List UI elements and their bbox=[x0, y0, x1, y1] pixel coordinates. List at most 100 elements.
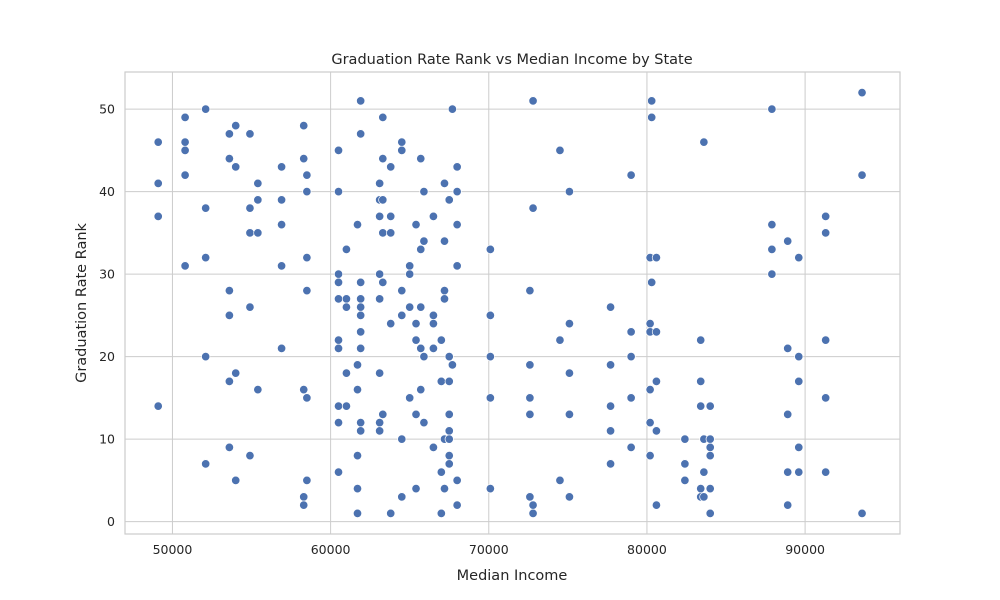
data-point bbox=[224, 286, 234, 296]
data-point bbox=[485, 484, 495, 494]
data-point bbox=[696, 484, 706, 494]
data-point bbox=[333, 418, 344, 428]
data-point bbox=[299, 121, 309, 131]
data-point bbox=[416, 154, 426, 164]
data-point bbox=[224, 310, 234, 320]
data-point bbox=[356, 310, 366, 320]
data-point bbox=[444, 451, 454, 461]
data-point bbox=[564, 187, 574, 197]
data-point bbox=[375, 211, 385, 221]
data-point bbox=[231, 121, 241, 131]
data-point bbox=[397, 492, 407, 502]
y-tick-label: 20 bbox=[99, 349, 115, 364]
x-tick-label: 60000 bbox=[311, 542, 351, 557]
data-point bbox=[452, 187, 462, 197]
chart-title: Graduation Rate Rank vs Median Income by… bbox=[331, 52, 692, 68]
data-point bbox=[356, 302, 366, 312]
data-point bbox=[153, 401, 163, 411]
data-point bbox=[525, 492, 535, 502]
data-point bbox=[277, 195, 287, 205]
data-point bbox=[411, 220, 421, 230]
data-point bbox=[253, 195, 263, 205]
data-point bbox=[356, 418, 366, 428]
data-point bbox=[767, 220, 777, 230]
data-point bbox=[645, 319, 655, 329]
data-point bbox=[253, 385, 263, 395]
data-point bbox=[821, 228, 831, 238]
data-point bbox=[411, 335, 421, 345]
data-point bbox=[428, 211, 438, 221]
data-point bbox=[439, 286, 450, 296]
data-point bbox=[783, 409, 793, 419]
data-point bbox=[302, 393, 312, 403]
data-point bbox=[341, 302, 351, 312]
data-point bbox=[439, 236, 450, 246]
data-point bbox=[696, 376, 706, 386]
data-point bbox=[651, 376, 661, 386]
data-point bbox=[821, 211, 831, 221]
y-tick-label: 40 bbox=[99, 184, 115, 199]
data-point bbox=[419, 352, 429, 362]
data-point bbox=[696, 335, 706, 345]
data-point bbox=[444, 459, 454, 469]
data-point bbox=[767, 104, 777, 114]
data-point bbox=[224, 442, 234, 452]
data-point bbox=[452, 261, 462, 271]
data-point bbox=[705, 434, 715, 444]
data-point bbox=[224, 376, 234, 386]
data-point bbox=[525, 286, 535, 296]
data-point bbox=[231, 162, 241, 172]
data-point bbox=[794, 442, 804, 452]
data-point bbox=[528, 500, 538, 510]
data-point bbox=[302, 170, 312, 180]
y-tick-label: 0 bbox=[107, 514, 115, 529]
data-point bbox=[352, 385, 363, 395]
data-point bbox=[452, 475, 462, 485]
data-point bbox=[386, 319, 396, 329]
data-point bbox=[299, 385, 309, 395]
data-point bbox=[439, 178, 450, 188]
data-point bbox=[341, 244, 351, 254]
data-point bbox=[439, 484, 450, 494]
data-point bbox=[647, 112, 657, 122]
data-point bbox=[651, 253, 661, 263]
data-point bbox=[699, 467, 709, 477]
data-point bbox=[452, 162, 462, 172]
data-point bbox=[857, 88, 867, 98]
data-point bbox=[352, 360, 363, 370]
data-point bbox=[356, 129, 366, 139]
data-point bbox=[428, 319, 438, 329]
data-point bbox=[378, 409, 388, 419]
data-point bbox=[645, 418, 655, 428]
data-point bbox=[428, 310, 438, 320]
data-point bbox=[439, 294, 450, 304]
data-point bbox=[647, 277, 657, 287]
data-point bbox=[555, 475, 565, 485]
data-point bbox=[647, 96, 657, 106]
x-tick-label: 50000 bbox=[153, 542, 193, 557]
data-point bbox=[428, 343, 438, 353]
data-point bbox=[705, 484, 715, 494]
data-point bbox=[436, 335, 446, 345]
data-point bbox=[352, 220, 363, 230]
data-point bbox=[375, 368, 385, 378]
data-point bbox=[821, 467, 831, 477]
data-point bbox=[705, 401, 715, 411]
y-tick-label: 30 bbox=[99, 267, 115, 282]
data-point bbox=[356, 343, 366, 353]
data-point bbox=[680, 434, 690, 444]
data-point bbox=[419, 236, 429, 246]
data-point bbox=[378, 277, 388, 287]
data-point bbox=[783, 236, 793, 246]
data-point bbox=[699, 137, 709, 147]
data-point bbox=[606, 302, 616, 312]
data-point bbox=[180, 145, 190, 155]
data-point bbox=[302, 475, 312, 485]
data-point bbox=[333, 269, 344, 279]
data-point bbox=[386, 211, 396, 221]
data-point bbox=[245, 129, 255, 139]
data-point bbox=[452, 500, 462, 510]
data-point bbox=[277, 162, 287, 172]
data-point bbox=[447, 360, 457, 370]
